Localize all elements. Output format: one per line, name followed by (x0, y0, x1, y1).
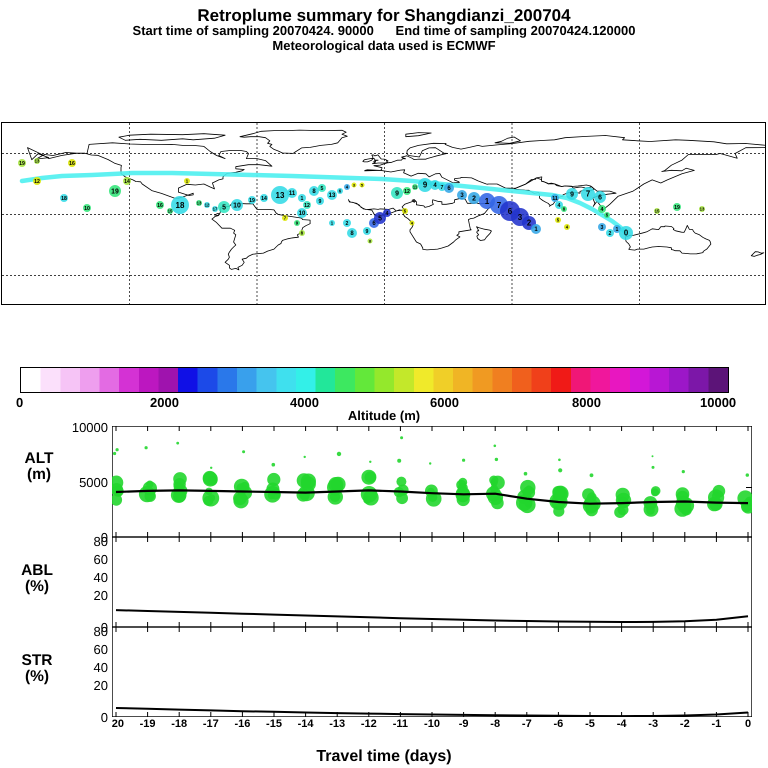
svg-text:5: 5 (321, 186, 324, 192)
svg-text:10: 10 (299, 211, 306, 217)
svg-text:10: 10 (84, 206, 90, 212)
svg-text:13: 13 (35, 159, 40, 164)
svg-text:-12: -12 (361, 718, 377, 730)
svg-text:15: 15 (168, 209, 173, 214)
svg-text:-6: -6 (554, 718, 564, 730)
svg-text:-14: -14 (298, 718, 315, 730)
svg-text:12: 12 (34, 179, 40, 185)
svg-text:14: 14 (124, 179, 130, 185)
svg-text:12: 12 (205, 203, 210, 208)
svg-text:6: 6 (598, 194, 602, 201)
svg-text:7: 7 (497, 201, 502, 210)
svg-text:10: 10 (233, 202, 241, 209)
svg-text:-2: -2 (680, 718, 690, 730)
svg-text:19: 19 (674, 205, 680, 211)
svg-text:-17: -17 (203, 718, 219, 730)
svg-text:-13: -13 (329, 718, 345, 730)
svg-text:4: 4 (601, 207, 604, 213)
svg-text:-16: -16 (234, 718, 250, 730)
svg-text:5: 5 (222, 204, 226, 211)
svg-text:-5: -5 (585, 718, 595, 730)
svg-text:1: 1 (616, 227, 619, 233)
svg-text:5: 5 (378, 215, 382, 222)
svg-text:-4: -4 (617, 718, 628, 730)
svg-text:18: 18 (61, 196, 67, 202)
svg-text:6: 6 (508, 207, 513, 216)
svg-text:7: 7 (586, 190, 590, 199)
svg-text:-20: -20 (112, 718, 124, 730)
svg-text:16: 16 (69, 161, 75, 167)
svg-text:-8: -8 (490, 718, 500, 730)
svg-text:9: 9 (423, 181, 428, 190)
svg-text:9: 9 (395, 190, 399, 197)
svg-text:11: 11 (289, 191, 296, 197)
svg-text:17: 17 (213, 207, 218, 212)
svg-text:0: 0 (745, 718, 751, 730)
svg-text:-19: -19 (140, 718, 156, 730)
svg-text:-3: -3 (648, 718, 658, 730)
svg-text:2: 2 (527, 219, 532, 228)
svg-text:15: 15 (655, 209, 660, 214)
svg-text:19: 19 (111, 188, 119, 195)
svg-text:0: 0 (624, 229, 629, 238)
svg-text:-15: -15 (266, 718, 282, 730)
svg-text:3: 3 (601, 225, 604, 231)
svg-text:13: 13 (276, 191, 285, 200)
svg-text:1: 1 (485, 197, 490, 206)
svg-text:2: 2 (346, 221, 349, 227)
svg-text:18: 18 (176, 201, 185, 210)
svg-text:2: 2 (609, 231, 612, 237)
svg-text:-10: -10 (424, 718, 440, 730)
svg-text:2: 2 (472, 195, 476, 202)
svg-text:16: 16 (157, 203, 163, 209)
svg-text:13: 13 (197, 201, 202, 206)
svg-text:12: 12 (404, 189, 410, 195)
svg-text:12: 12 (304, 203, 310, 209)
svg-text:13: 13 (329, 193, 336, 199)
svg-text:3: 3 (518, 213, 523, 222)
svg-text:4: 4 (386, 211, 389, 217)
svg-text:-7: -7 (522, 718, 532, 730)
svg-text:9: 9 (366, 229, 369, 235)
svg-text:14: 14 (261, 196, 267, 202)
svg-text:4: 4 (558, 203, 561, 209)
svg-text:13: 13 (700, 207, 705, 212)
svg-text:9: 9 (570, 191, 574, 198)
svg-text:11: 11 (413, 185, 418, 190)
svg-text:19: 19 (249, 198, 255, 204)
svg-text:1: 1 (301, 196, 304, 202)
svg-text:11: 11 (552, 196, 558, 202)
svg-text:9: 9 (319, 199, 322, 205)
svg-text:-18: -18 (171, 718, 187, 730)
svg-text:-1: -1 (712, 718, 722, 730)
svg-text:7: 7 (441, 185, 444, 191)
svg-text:19: 19 (19, 161, 25, 167)
svg-text:-11: -11 (393, 718, 408, 730)
svg-text:-9: -9 (459, 718, 469, 730)
